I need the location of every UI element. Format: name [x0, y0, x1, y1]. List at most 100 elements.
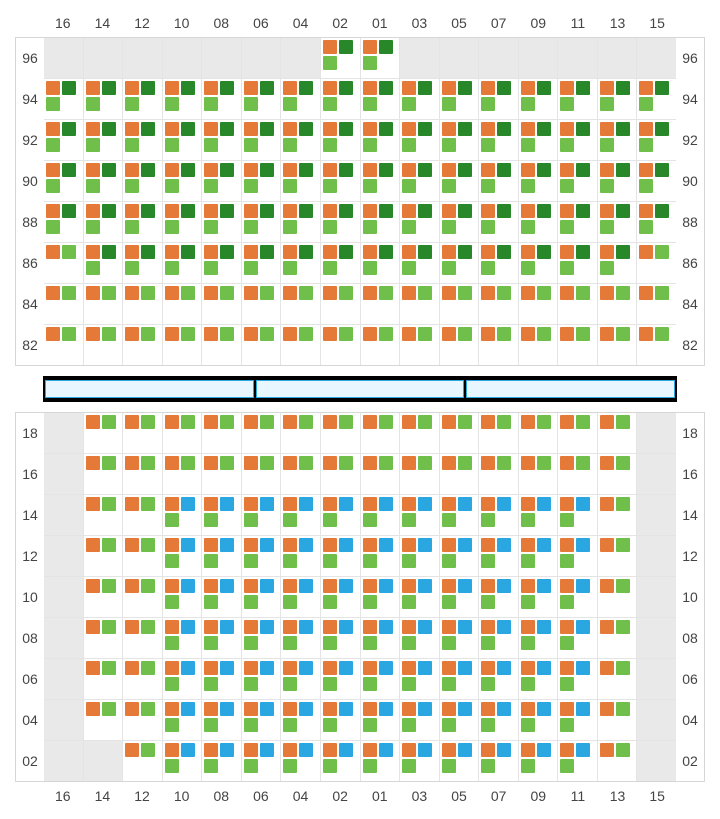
seat-cell[interactable]	[44, 120, 83, 160]
seat-cell[interactable]	[122, 577, 162, 617]
seat-cell[interactable]	[360, 325, 400, 365]
seat-cell[interactable]	[360, 700, 400, 740]
seat-cell[interactable]	[201, 120, 241, 160]
seat-cell[interactable]	[162, 741, 202, 781]
seat-cell[interactable]	[399, 79, 439, 119]
seat-cell[interactable]	[201, 700, 241, 740]
seat-cell[interactable]	[162, 495, 202, 535]
seat-cell[interactable]	[241, 536, 281, 576]
seat-cell[interactable]	[320, 120, 360, 160]
seat-cell[interactable]	[83, 413, 123, 453]
seat-cell[interactable]	[320, 741, 360, 781]
seat-cell[interactable]	[122, 284, 162, 324]
seat-cell[interactable]	[478, 161, 518, 201]
seat-cell[interactable]	[478, 454, 518, 494]
seat-cell[interactable]	[518, 700, 558, 740]
seat-cell[interactable]	[280, 243, 320, 283]
seat-cell[interactable]	[241, 79, 281, 119]
seat-cell[interactable]	[241, 618, 281, 658]
seat-cell[interactable]	[399, 495, 439, 535]
seat-cell[interactable]	[597, 495, 637, 535]
seat-cell[interactable]	[557, 284, 597, 324]
seat-cell[interactable]	[122, 413, 162, 453]
seat-cell[interactable]	[122, 741, 162, 781]
seat-cell[interactable]	[162, 79, 202, 119]
seat-cell[interactable]	[201, 202, 241, 242]
seat-cell[interactable]	[439, 120, 479, 160]
seat-cell[interactable]	[557, 120, 597, 160]
seat-cell[interactable]	[320, 659, 360, 699]
seat-cell[interactable]	[320, 284, 360, 324]
seat-cell[interactable]	[636, 79, 676, 119]
seat-cell[interactable]	[320, 79, 360, 119]
seat-cell[interactable]	[162, 413, 202, 453]
seat-cell[interactable]	[201, 741, 241, 781]
seat-cell[interactable]	[360, 79, 400, 119]
seat-cell[interactable]	[162, 120, 202, 160]
seat-cell[interactable]	[122, 618, 162, 658]
seat-cell[interactable]	[83, 202, 123, 242]
seat-cell[interactable]	[439, 79, 479, 119]
seat-cell[interactable]	[557, 618, 597, 658]
seat-cell[interactable]	[439, 700, 479, 740]
seat-cell[interactable]	[320, 161, 360, 201]
seat-cell[interactable]	[636, 120, 676, 160]
seat-cell[interactable]	[241, 495, 281, 535]
seat-cell[interactable]	[597, 536, 637, 576]
seat-cell[interactable]	[478, 741, 518, 781]
seat-cell[interactable]	[360, 284, 400, 324]
seat-cell[interactable]	[122, 700, 162, 740]
seat-cell[interactable]	[518, 495, 558, 535]
seat-cell[interactable]	[201, 454, 241, 494]
seat-cell[interactable]	[478, 413, 518, 453]
seat-cell[interactable]	[518, 577, 558, 617]
seat-cell[interactable]	[439, 325, 479, 365]
seat-cell[interactable]	[241, 325, 281, 365]
seat-cell[interactable]	[439, 454, 479, 494]
seat-cell[interactable]	[162, 202, 202, 242]
seat-cell[interactable]	[439, 202, 479, 242]
seat-cell[interactable]	[478, 325, 518, 365]
seat-cell[interactable]	[518, 454, 558, 494]
seat-cell[interactable]	[478, 536, 518, 576]
seat-cell[interactable]	[122, 536, 162, 576]
seat-cell[interactable]	[597, 325, 637, 365]
seat-cell[interactable]	[597, 577, 637, 617]
seat-cell[interactable]	[399, 454, 439, 494]
seat-cell[interactable]	[162, 700, 202, 740]
seat-cell[interactable]	[557, 161, 597, 201]
seat-cell[interactable]	[478, 284, 518, 324]
seat-cell[interactable]	[201, 161, 241, 201]
seat-cell[interactable]	[597, 659, 637, 699]
seat-cell[interactable]	[201, 325, 241, 365]
seat-cell[interactable]	[162, 161, 202, 201]
seat-cell[interactable]	[162, 325, 202, 365]
seat-cell[interactable]	[360, 618, 400, 658]
seat-cell[interactable]	[518, 284, 558, 324]
seat-cell[interactable]	[320, 618, 360, 658]
seat-cell[interactable]	[320, 413, 360, 453]
seat-cell[interactable]	[557, 79, 597, 119]
seat-cell[interactable]	[636, 325, 676, 365]
seat-cell[interactable]	[360, 454, 400, 494]
seat-cell[interactable]	[439, 577, 479, 617]
seat-cell[interactable]	[518, 659, 558, 699]
seat-cell[interactable]	[597, 454, 637, 494]
seat-cell[interactable]	[478, 495, 518, 535]
seat-cell[interactable]	[320, 700, 360, 740]
seat-cell[interactable]	[162, 659, 202, 699]
seat-cell[interactable]	[83, 161, 123, 201]
seat-cell[interactable]	[241, 202, 281, 242]
seat-cell[interactable]	[399, 618, 439, 658]
seat-cell[interactable]	[122, 659, 162, 699]
seat-cell[interactable]	[122, 454, 162, 494]
seat-cell[interactable]	[83, 495, 123, 535]
seat-cell[interactable]	[320, 577, 360, 617]
seat-cell[interactable]	[320, 454, 360, 494]
seat-cell[interactable]	[636, 243, 676, 283]
seat-cell[interactable]	[360, 577, 400, 617]
seat-cell[interactable]	[597, 161, 637, 201]
seat-cell[interactable]	[122, 161, 162, 201]
seat-cell[interactable]	[280, 577, 320, 617]
seat-cell[interactable]	[557, 243, 597, 283]
